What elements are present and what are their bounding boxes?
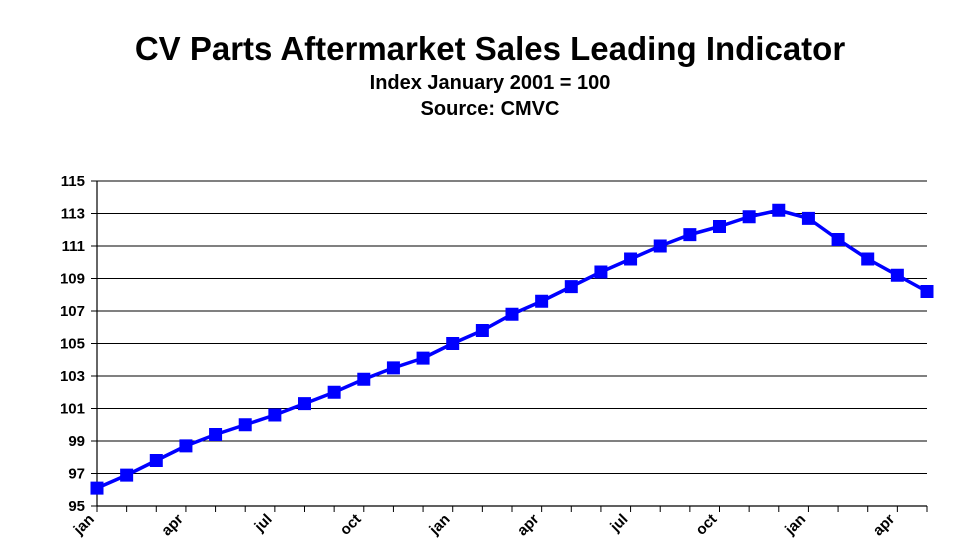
y-tick-label: 115 — [61, 173, 85, 190]
gridlines — [97, 180, 927, 507]
y-tick-label: 111 — [62, 238, 85, 255]
data-point — [772, 203, 786, 217]
data-point — [683, 228, 697, 242]
x-tick-label: jan — [70, 511, 98, 539]
y-tick-label: 97 — [68, 466, 85, 483]
data-point — [327, 385, 341, 399]
data-point — [801, 211, 815, 225]
data-point — [890, 268, 904, 282]
data-point — [475, 324, 489, 337]
data-point — [120, 468, 134, 482]
x-tick-label: jul — [251, 511, 276, 536]
data-point — [594, 265, 608, 279]
data-point — [505, 307, 519, 321]
y-tick-label: 103 — [60, 368, 85, 385]
y-tick-label: 95 — [68, 498, 85, 515]
y-tick-labels: 95 97 99 101 103 105 107 109 111 113 115 — [60, 173, 85, 515]
data-point — [268, 408, 282, 422]
y-tick-label: 113 — [61, 206, 85, 223]
data-point — [238, 418, 252, 432]
x-tick-label: apr — [870, 511, 899, 540]
chart-source: Source: CMVC — [420, 98, 560, 120]
data-point — [416, 351, 430, 365]
x-tick-label: oct — [692, 511, 720, 539]
data-point — [149, 454, 163, 467]
y-tick-label: 105 — [60, 336, 85, 353]
y-tick-label: 101 — [60, 401, 85, 418]
data-point — [535, 294, 549, 308]
y-tick-label: 107 — [60, 303, 85, 320]
data-point — [831, 233, 845, 246]
data-point — [861, 252, 875, 266]
axes — [91, 180, 928, 512]
x-tick-label: apr — [158, 511, 187, 540]
data-point — [920, 285, 934, 298]
data-point — [209, 428, 223, 441]
x-tick-label: oct — [337, 511, 365, 539]
x-tick-label: jul — [606, 511, 631, 536]
series-group — [90, 203, 934, 495]
chart-subtitle: Index January 2001 = 100 — [369, 72, 611, 94]
data-point — [742, 210, 756, 224]
x-tick-label: jan — [425, 511, 453, 539]
data-point — [624, 252, 638, 266]
data-point — [298, 397, 311, 411]
data-point — [653, 239, 667, 253]
data-point — [357, 372, 371, 386]
data-point — [386, 361, 400, 375]
data-point — [564, 280, 578, 294]
x-tick-label: jan — [781, 511, 809, 539]
data-point — [713, 220, 726, 233]
data-point — [179, 439, 193, 453]
x-tick-labels: jan apr jul oct jan apr jul oct jan apr — [70, 511, 899, 540]
x-tick-label: apr — [514, 511, 543, 540]
data-point — [90, 481, 104, 495]
y-tick-label: 99 — [68, 433, 85, 450]
y-tick-label: 109 — [60, 271, 85, 288]
data-point — [446, 337, 460, 350]
series-line — [96, 208, 928, 490]
chart-title: CV Parts Aftermarket Sales Leading Indic… — [134, 30, 846, 67]
